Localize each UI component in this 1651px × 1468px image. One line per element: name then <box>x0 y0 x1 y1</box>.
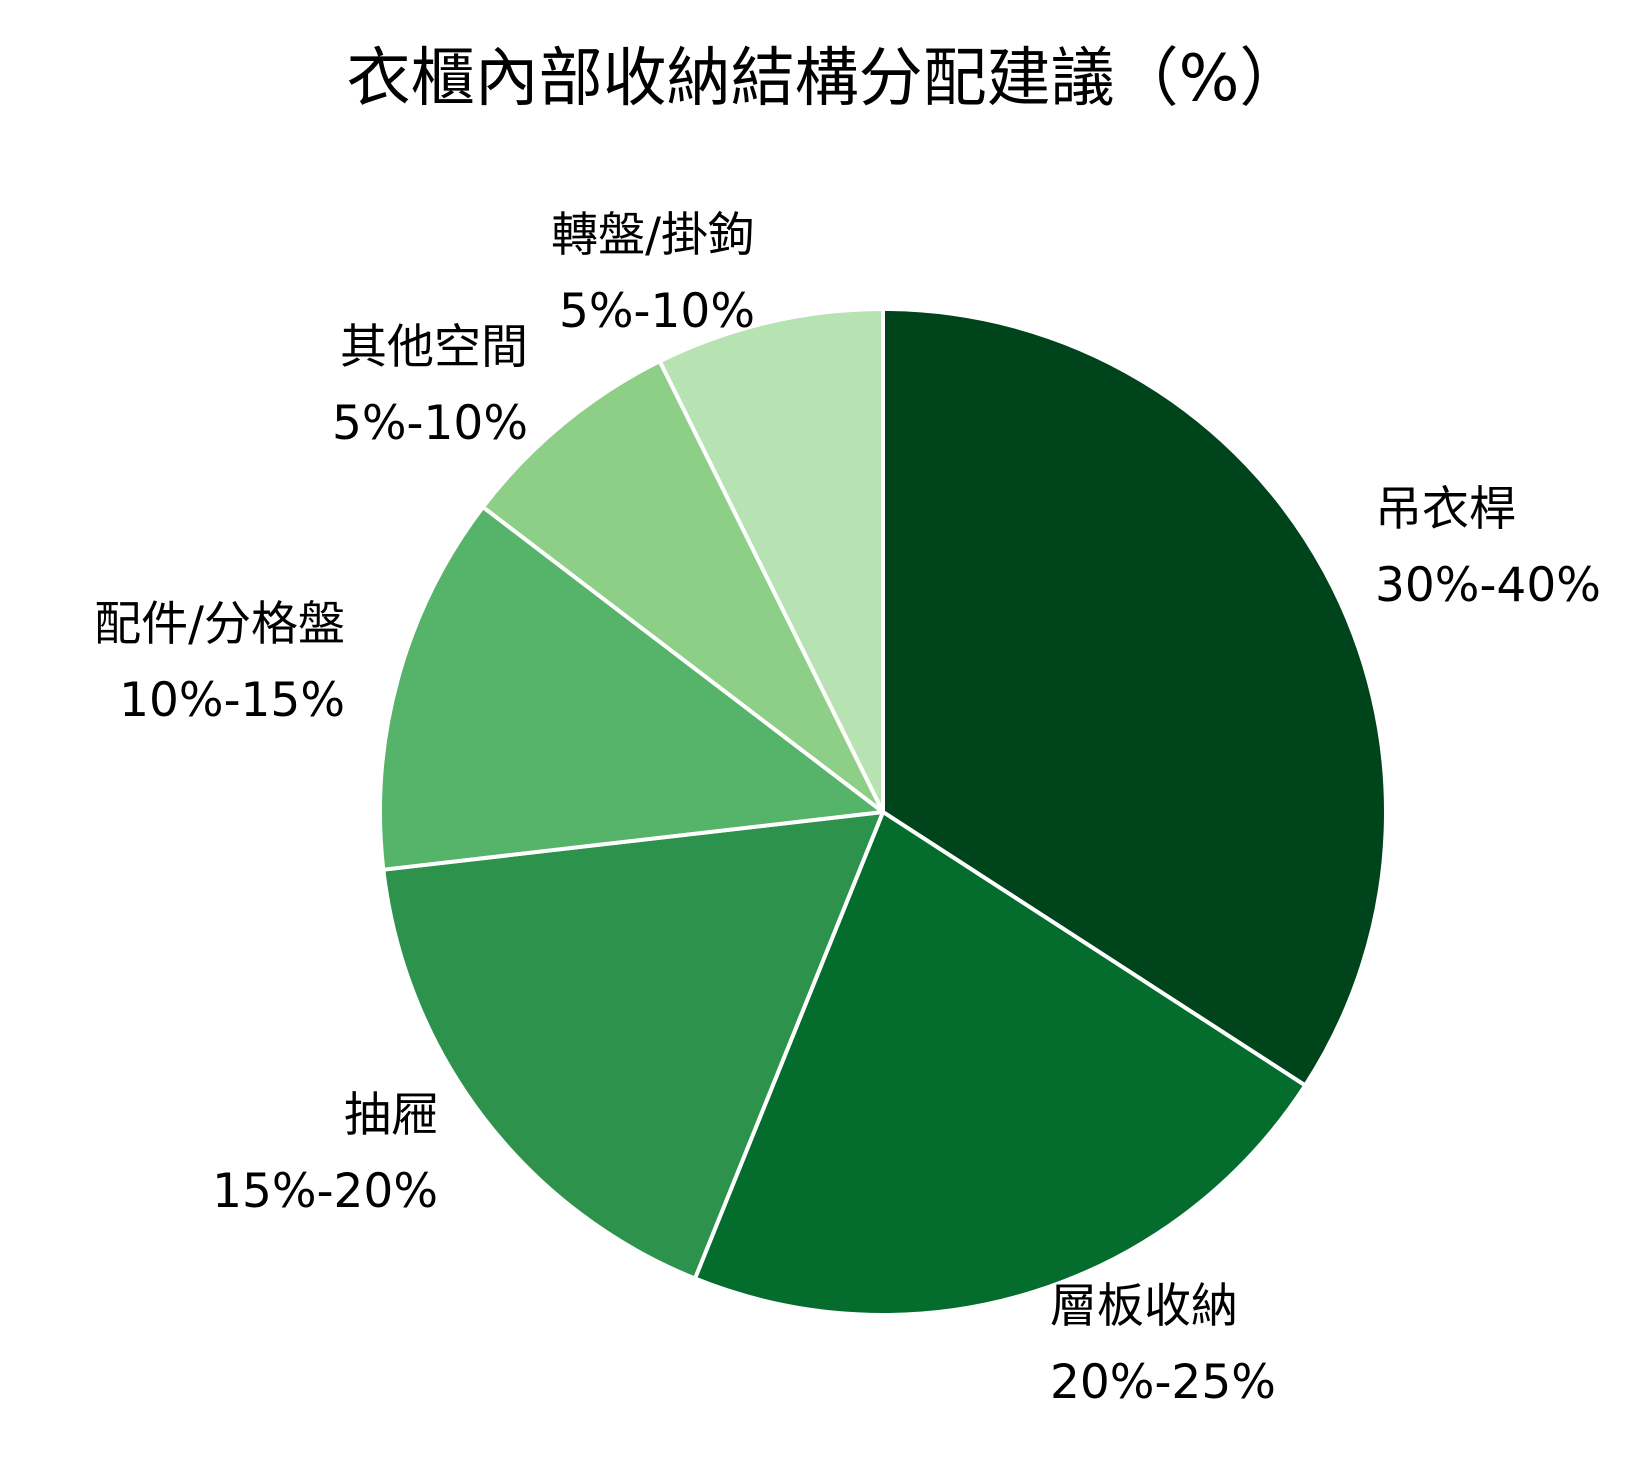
pie-slices <box>378 307 1388 1317</box>
pie-slice <box>378 505 885 872</box>
slice-value-label: 10%-15% <box>119 673 345 728</box>
chart-title: 衣櫃內部收納結構分配建議（%） <box>347 42 1304 116</box>
slice-label: 轉盤/掛鉤 <box>551 208 755 263</box>
slice-value-label: 30%-40% <box>1375 558 1601 613</box>
slice-label: 配件/分格盤 <box>94 597 345 652</box>
slice-value-label: 20%-25% <box>1050 1355 1276 1410</box>
pie-slice <box>657 307 885 814</box>
slice-value-label: 5%-10% <box>559 284 755 339</box>
slice-value-label: 5%-10% <box>332 396 528 451</box>
slice-label: 吊衣桿 <box>1375 482 1516 537</box>
slice-label: 抽屜 <box>344 1088 438 1143</box>
slice-label: 其他空間 <box>340 320 528 375</box>
pie-slice <box>692 810 1308 1317</box>
slice-labels: 吊衣桿 30%-40% 層板收納 20%-25% 抽屜 15%-20% 配件/分格盤 10%-… <box>94 208 1601 1410</box>
slice-label: 層板收納 <box>1050 1279 1238 1334</box>
pie-slice <box>381 810 885 1281</box>
slice-value-label: 15%-20% <box>212 1164 438 1219</box>
pie-slice <box>480 359 885 814</box>
